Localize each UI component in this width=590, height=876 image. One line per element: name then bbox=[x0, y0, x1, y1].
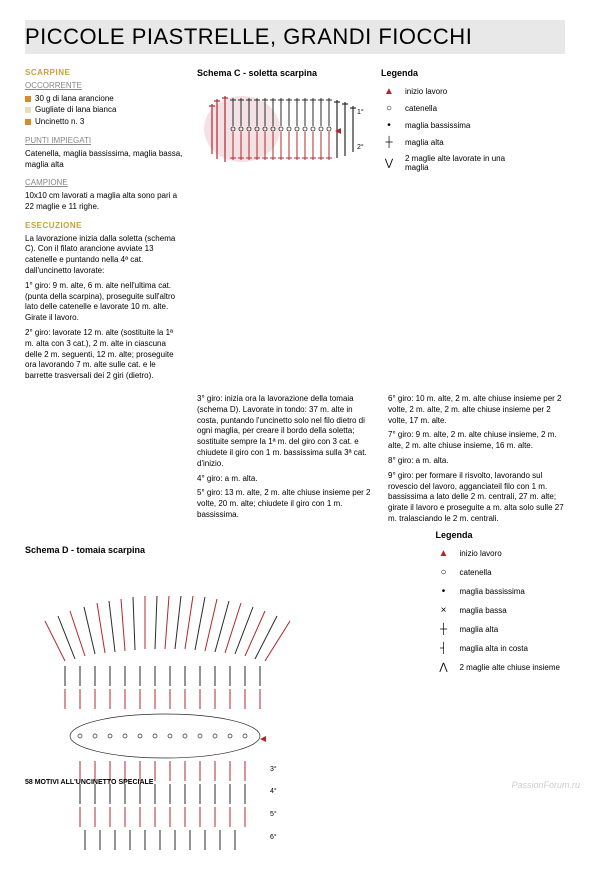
campione-heading: CAMPIONE bbox=[25, 178, 183, 189]
esecuzione-intro: La lavorazione inizia dalla soletta (sch… bbox=[25, 234, 183, 277]
supply-item: Uncinetto n. 3 bbox=[25, 117, 183, 128]
legend-item: •maglia bassissima bbox=[381, 120, 561, 131]
legend-item: ⋀2 maglie alte chiuse insieme bbox=[436, 662, 561, 673]
legend2: Legenda ▲inizio lavoro ○catenella •magli… bbox=[436, 530, 561, 681]
legend1-title: Legenda bbox=[381, 68, 561, 78]
triangle-icon: ▲ bbox=[381, 86, 397, 97]
scarpine-heading: SCARPINE bbox=[25, 68, 183, 79]
legend-item: ×maglia bassa bbox=[436, 605, 561, 616]
page-title: PICCOLE PIASTRELLE, GRANDI FIOCCHI bbox=[25, 20, 565, 54]
cross-icon: ┼ bbox=[436, 624, 452, 635]
bullet-icon bbox=[25, 107, 31, 113]
legend-item: ▲inizio lavoro bbox=[381, 86, 561, 97]
right-column: Legenda ▲inizio lavoro ○catenella •magli… bbox=[381, 68, 561, 386]
legend-item: ┤maglia alta in costa bbox=[436, 643, 561, 654]
svg-text:4°: 4° bbox=[270, 787, 277, 795]
legend-item: ⋁2 maglie alte lavorate in una maglia bbox=[381, 154, 561, 172]
main-columns: SCARPINE OCCORRENTE 30 g di lana arancio… bbox=[25, 68, 565, 386]
costa-icon: ┤ bbox=[436, 643, 452, 654]
left-column: SCARPINE OCCORRENTE 30 g di lana arancio… bbox=[25, 68, 183, 386]
legend-item: ┼maglia alta bbox=[381, 137, 561, 148]
a-icon: ⋀ bbox=[436, 662, 452, 673]
v-icon: ⋁ bbox=[381, 158, 397, 169]
watermark: PassionForum.ru bbox=[511, 780, 580, 790]
giro-col2: 3° giro: inizia ora la lavorazione della… bbox=[197, 394, 374, 529]
esecuzione-heading: ESECUZIONE bbox=[25, 221, 183, 232]
page-footer: 58 MOTIVI ALL'UNCINETTO SPECIALE bbox=[25, 779, 153, 786]
circle-icon: ○ bbox=[436, 567, 452, 578]
schema-c-title: Schema C - soletta scarpina bbox=[197, 68, 367, 78]
bullet-icon bbox=[25, 119, 31, 125]
legend-item: ┼maglia alta bbox=[436, 624, 561, 635]
occorrente-heading: OCCORRENTE bbox=[25, 81, 183, 92]
legend-item: ○catenella bbox=[381, 103, 561, 114]
schema-c-diagram: 1° 2° bbox=[197, 84, 367, 174]
dot-icon: • bbox=[381, 120, 397, 131]
giro1-text: 1° giro: 9 m. alte, 6 m. alte nell'ultim… bbox=[25, 281, 183, 324]
svg-text:6°: 6° bbox=[270, 833, 277, 841]
supply-item: Gugliate di lana bianca bbox=[25, 105, 183, 116]
schema-d-diagram: 3° 4° 5° 6° bbox=[25, 561, 345, 871]
punti-heading: PUNTI IMPIEGATI bbox=[25, 136, 183, 147]
legend-item: •maglia bassissima bbox=[436, 586, 561, 597]
legend-item: ○catenella bbox=[436, 567, 561, 578]
campione-text: 10x10 cm lavorati a maglia alta sono par… bbox=[25, 191, 183, 213]
svg-text:3°: 3° bbox=[270, 765, 277, 773]
svg-text:1°: 1° bbox=[357, 108, 364, 116]
giro2-text: 2° giro: lavorate 12 m. alte (sostituite… bbox=[25, 328, 183, 382]
x-icon: × bbox=[436, 605, 452, 616]
legend2-title: Legenda bbox=[436, 530, 561, 540]
instruction-columns: 3° giro: inizia ora la lavorazione della… bbox=[25, 394, 565, 529]
middle-column: Schema C - soletta scarpina bbox=[197, 68, 367, 386]
supply-item: 30 g di lana arancione bbox=[25, 94, 183, 105]
punti-text: Catenella, maglia bassissima, maglia bas… bbox=[25, 149, 183, 171]
circle-icon: ○ bbox=[381, 103, 397, 114]
cross-icon: ┼ bbox=[381, 137, 397, 148]
triangle-icon: ▲ bbox=[436, 548, 452, 559]
bullet-icon bbox=[25, 96, 31, 102]
dot-icon: • bbox=[436, 586, 452, 597]
svg-text:5°: 5° bbox=[270, 810, 277, 818]
legend-item: ▲inizio lavoro bbox=[436, 548, 561, 559]
giro-col3: 6° giro: 10 m. alte, 2 m. alte chiuse in… bbox=[388, 394, 565, 529]
svg-text:2°: 2° bbox=[357, 143, 364, 151]
